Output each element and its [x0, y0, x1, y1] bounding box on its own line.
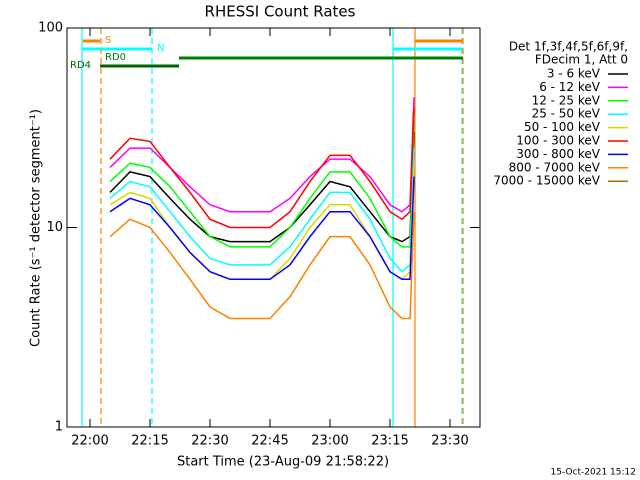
x-axis-label: Start Time (23-Aug-09 21:58:22)	[177, 455, 389, 470]
series-line	[109, 176, 415, 281]
flag-label: N	[157, 43, 164, 54]
x-tick-label: 22:30	[191, 434, 228, 449]
x-tick-label: 22:00	[71, 434, 108, 449]
series-line	[109, 118, 415, 248]
series-line	[109, 107, 415, 229]
legend-label: 50 - 100 keV	[524, 120, 601, 134]
x-tick-label: 22:45	[251, 434, 288, 449]
y-tick-label: 100	[38, 21, 63, 36]
legend-header: Det 1f,3f,4f,5f,6f,9f,	[509, 40, 628, 54]
chart-title: RHESSI Count Rates	[205, 3, 356, 21]
y-tick-label: 10	[46, 220, 63, 235]
legend-header: FDecim 1, Att 0	[535, 53, 628, 67]
legend-label: 25 - 50 keV	[532, 107, 601, 121]
flag-label: S	[105, 35, 111, 46]
series-line	[109, 148, 415, 273]
legend-label: 12 - 25 keV	[532, 93, 601, 107]
legend-label: 3 - 6 keV	[547, 67, 601, 81]
legend-label: 300 - 800 keV	[516, 147, 600, 161]
series-line	[109, 211, 415, 320]
x-tick-label: 23:15	[371, 434, 408, 449]
legend-label: 800 - 7000 keV	[509, 160, 601, 174]
y-axis-label: Count Rate (s⁻¹ detector segment⁻¹)	[29, 109, 44, 347]
flag-label: RD4	[70, 60, 91, 71]
y-tick-label: 1	[55, 420, 63, 435]
plot-frame	[66, 27, 481, 428]
legend-label: 7000 - 15000 keV	[493, 174, 600, 188]
x-tick-label: 22:15	[131, 434, 168, 449]
legend-label: 6 - 12 keV	[539, 80, 601, 94]
x-tick-label: 23:30	[431, 434, 468, 449]
x-tick-label: 23:00	[311, 434, 348, 449]
legend-label: 100 - 300 keV	[516, 134, 600, 148]
flag-label: RD0	[105, 52, 126, 63]
footer: 15-Oct-2021 15:12	[551, 468, 636, 478]
